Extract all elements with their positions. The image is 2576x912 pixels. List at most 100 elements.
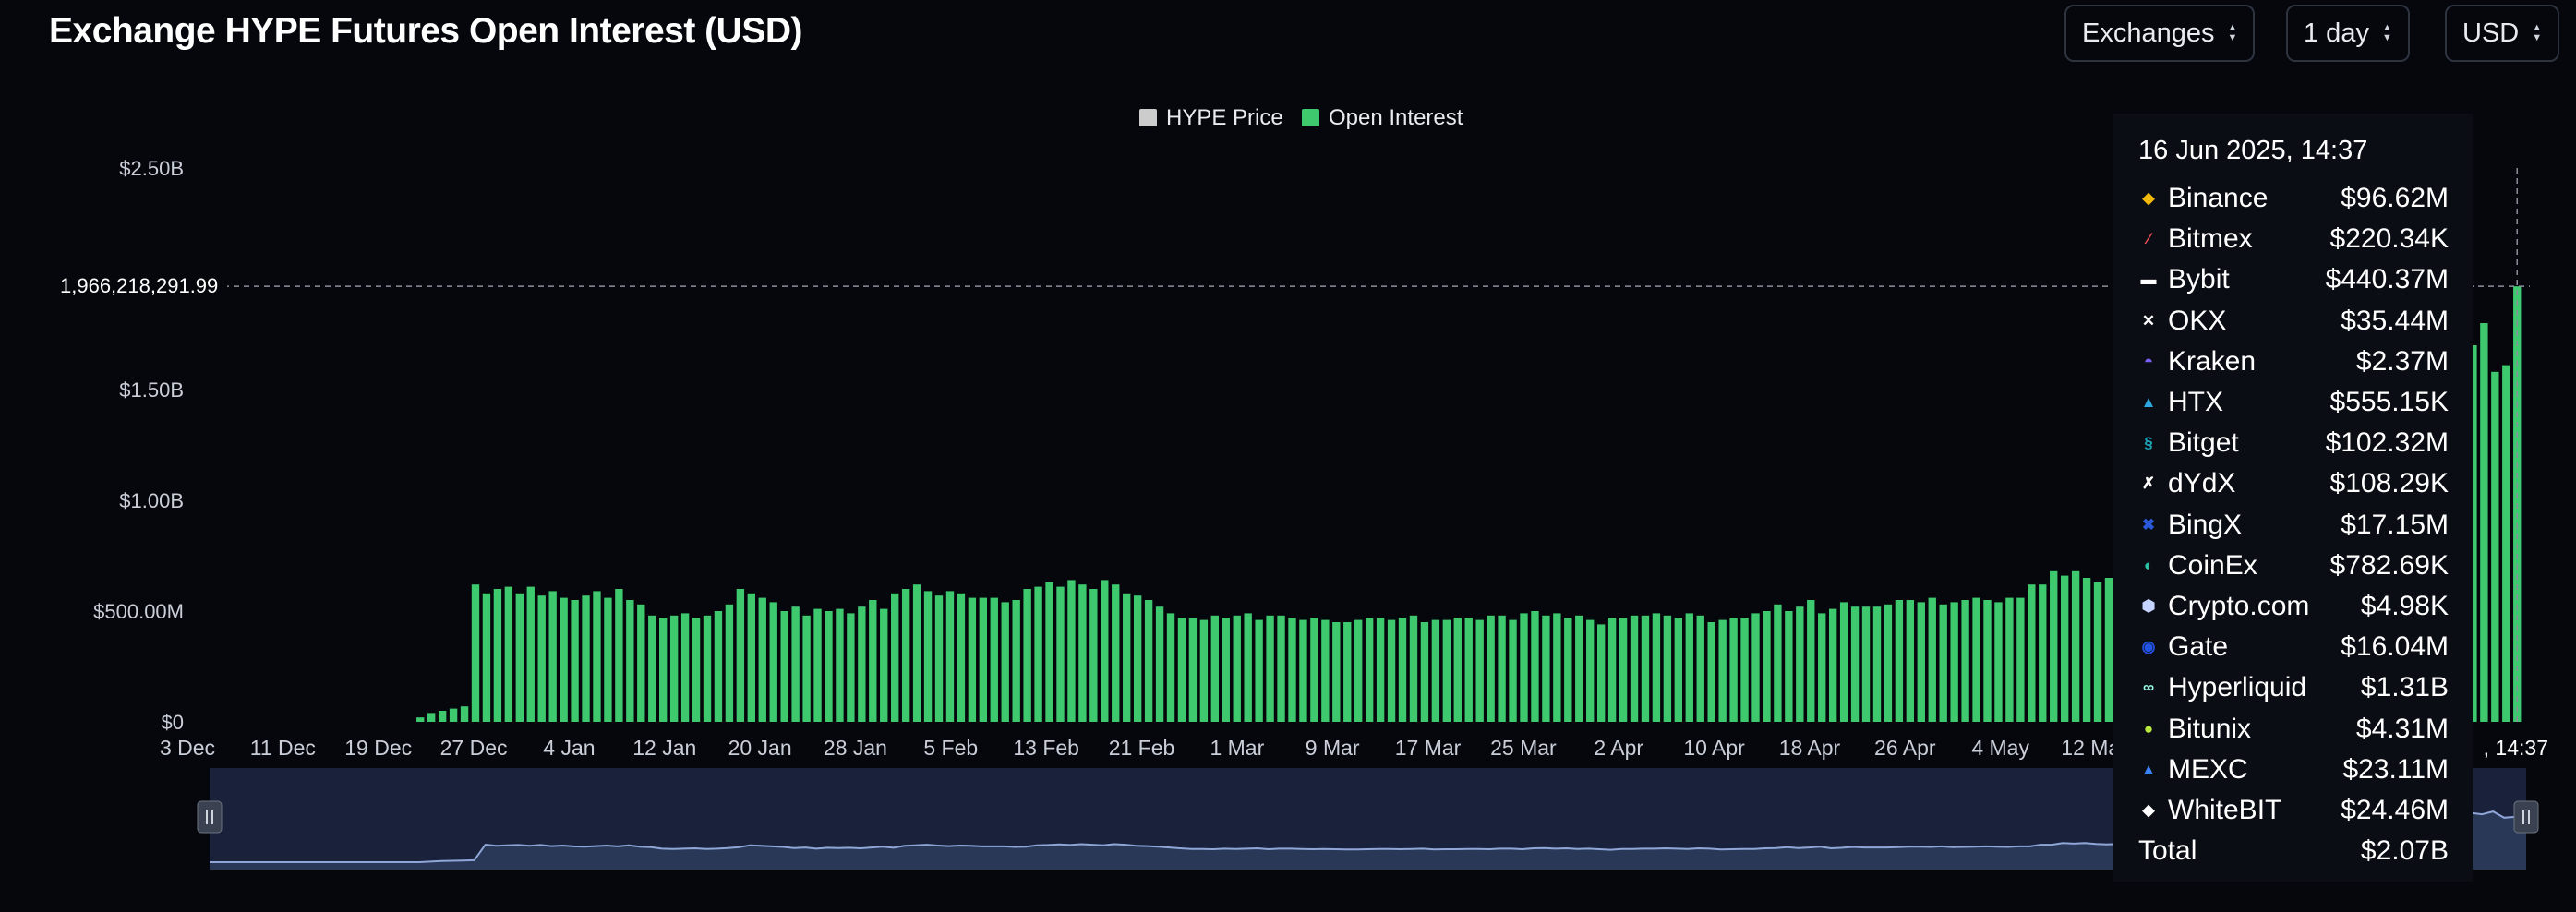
legend-swatch-open-interest[interactable] [1302, 109, 1319, 126]
currency-select[interactable]: USD ▲ ▼ [2445, 5, 2560, 62]
bar[interactable] [1872, 606, 1882, 722]
bar[interactable] [1123, 593, 1131, 722]
bar[interactable] [2060, 575, 2069, 722]
bar[interactable] [990, 597, 998, 722]
bar[interactable] [1707, 622, 1715, 722]
bar[interactable] [1751, 613, 1760, 722]
bar[interactable] [923, 591, 933, 722]
bar[interactable] [1365, 618, 1374, 722]
bar[interactable] [1487, 615, 1495, 722]
bar[interactable] [1740, 618, 1749, 722]
bar[interactable] [1520, 613, 1528, 722]
bar[interactable] [979, 597, 988, 722]
bar[interactable] [1166, 613, 1175, 722]
bar[interactable] [1112, 584, 1120, 722]
bar[interactable] [703, 615, 712, 722]
bar[interactable] [1575, 615, 1583, 722]
bar[interactable] [1288, 618, 1296, 722]
bar[interactable] [945, 591, 955, 722]
bar[interactable] [2491, 371, 2499, 722]
bar[interactable] [2050, 570, 2058, 722]
legend-swatch-hype-price[interactable] [1139, 109, 1157, 126]
bar[interactable] [1012, 600, 1020, 722]
bar[interactable] [780, 611, 788, 722]
bar[interactable] [1244, 613, 1252, 722]
bar[interactable] [2502, 365, 2510, 722]
bar[interactable] [2093, 582, 2102, 722]
bar[interactable] [1807, 600, 1815, 722]
bar[interactable] [560, 597, 568, 722]
bar[interactable] [1498, 615, 1506, 722]
bar[interactable] [1453, 618, 1462, 722]
bar[interactable] [1409, 615, 1418, 722]
bar[interactable] [1685, 613, 1693, 722]
bar[interactable] [1089, 589, 1098, 722]
bar[interactable] [1420, 622, 1429, 722]
bar[interactable] [2082, 578, 2091, 722]
bar[interactable] [1939, 604, 1947, 722]
bar[interactable] [1531, 611, 1539, 722]
bar[interactable] [934, 595, 944, 722]
bar[interactable] [471, 584, 480, 722]
bar[interactable] [1222, 618, 1230, 722]
bar[interactable] [1828, 608, 1837, 722]
bar[interactable] [1906, 600, 1915, 722]
bar[interactable] [1464, 618, 1473, 722]
bar[interactable] [1850, 606, 1860, 722]
bar[interactable] [1277, 615, 1285, 722]
bar[interactable] [1630, 615, 1639, 722]
bar[interactable] [604, 597, 612, 722]
bar[interactable] [912, 584, 921, 722]
bar[interactable] [836, 608, 844, 722]
bar[interactable] [1398, 618, 1407, 722]
bar[interactable] [615, 589, 623, 722]
bar[interactable] [1994, 602, 2003, 722]
bar[interactable] [1442, 619, 1451, 722]
legend-label-open-interest[interactable]: Open Interest [1329, 105, 1463, 130]
bar[interactable] [758, 597, 766, 722]
bar[interactable] [2104, 578, 2113, 722]
bar[interactable] [1796, 606, 1804, 722]
bar[interactable] [1641, 615, 1650, 722]
bar[interactable] [1983, 600, 1992, 722]
bar[interactable] [791, 606, 800, 722]
bar[interactable] [1188, 618, 1198, 722]
bar[interactable] [2469, 345, 2477, 722]
bar[interactable] [1266, 615, 1274, 722]
bar[interactable] [825, 611, 833, 722]
bar[interactable] [659, 618, 668, 722]
bar[interactable] [858, 606, 866, 722]
bar[interactable] [1133, 595, 1142, 722]
bar[interactable] [548, 591, 557, 722]
bar[interactable] [714, 611, 723, 722]
bar[interactable] [968, 597, 977, 722]
bar[interactable] [901, 589, 910, 722]
bar[interactable] [637, 604, 645, 722]
bar[interactable] [526, 586, 535, 722]
bar[interactable] [1718, 619, 1727, 722]
bar[interactable] [1023, 589, 1031, 722]
bar[interactable] [2016, 597, 2025, 722]
bar[interactable] [1917, 602, 1925, 722]
bar[interactable] [1376, 618, 1385, 722]
bar[interactable] [2071, 570, 2080, 722]
bar[interactable] [593, 591, 601, 722]
bar[interactable] [1299, 619, 1307, 722]
bar[interactable] [1895, 600, 1904, 722]
bar[interactable] [725, 604, 734, 722]
bar[interactable] [1774, 604, 1782, 722]
bar[interactable] [1961, 600, 1969, 722]
bar[interactable] [537, 595, 546, 722]
bar[interactable] [2028, 584, 2036, 722]
bar[interactable] [1763, 611, 1771, 722]
bar[interactable] [1343, 622, 1352, 722]
bar[interactable] [1321, 619, 1330, 722]
bar[interactable] [813, 608, 822, 722]
bar[interactable] [2480, 323, 2488, 722]
bar[interactable] [747, 593, 755, 722]
bar[interactable] [1255, 619, 1263, 722]
bar[interactable] [1564, 618, 1572, 722]
bar[interactable] [692, 618, 701, 722]
bar[interactable] [1332, 622, 1341, 722]
bar[interactable] [1884, 604, 1893, 722]
